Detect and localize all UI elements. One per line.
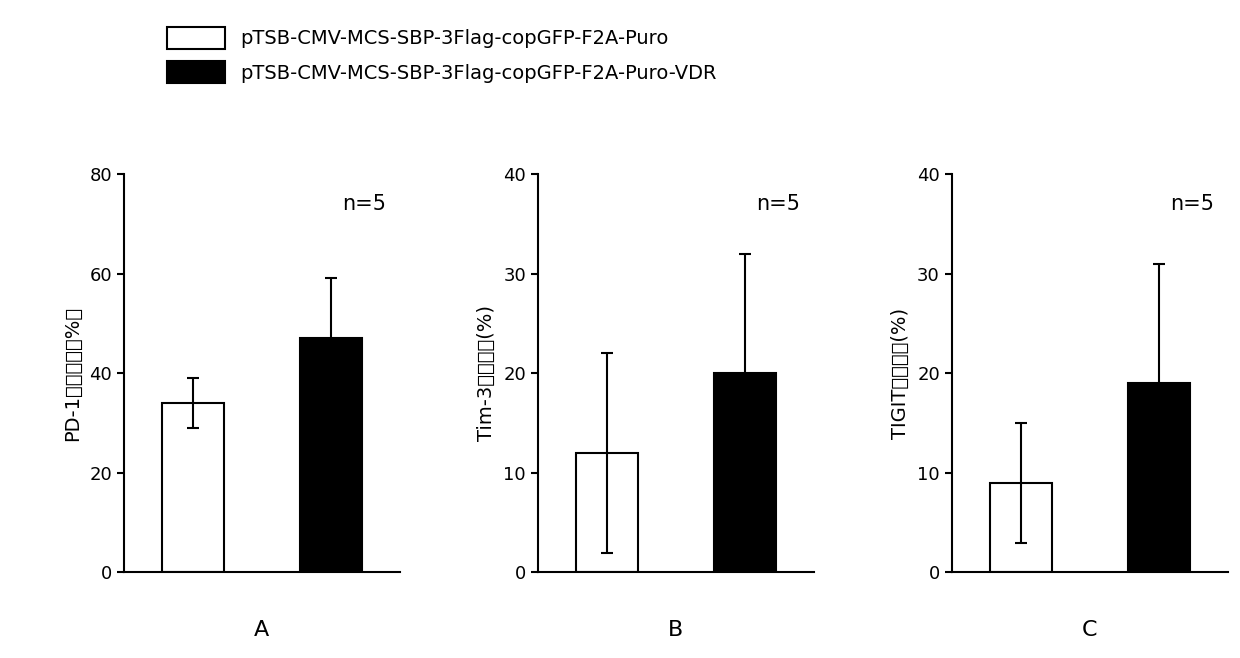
Bar — [575, 453, 637, 572]
Y-axis label: Tim-3下降比例(%): Tim-3下降比例(%) — [477, 305, 496, 441]
Bar — [714, 373, 776, 572]
Legend: pTSB-CMV-MCS-SBP-3Flag-copGFP-F2A-Puro, pTSB-CMV-MCS-SBP-3Flag-copGFP-F2A-Puro-V: pTSB-CMV-MCS-SBP-3Flag-copGFP-F2A-Puro, … — [167, 27, 717, 84]
Text: n=5: n=5 — [756, 194, 800, 214]
Y-axis label: PD-1下降比例（%）: PD-1下降比例（%） — [63, 305, 83, 441]
Text: A: A — [254, 620, 269, 640]
Text: n=5: n=5 — [342, 194, 386, 214]
Text: B: B — [668, 620, 683, 640]
Bar — [162, 403, 224, 572]
Bar — [300, 338, 362, 572]
Bar — [990, 483, 1052, 572]
Bar — [1127, 383, 1189, 572]
Y-axis label: TIGIT下降比例(%): TIGIT下降比例(%) — [892, 307, 910, 439]
Text: n=5: n=5 — [1169, 194, 1214, 214]
Text: C: C — [1081, 620, 1097, 640]
